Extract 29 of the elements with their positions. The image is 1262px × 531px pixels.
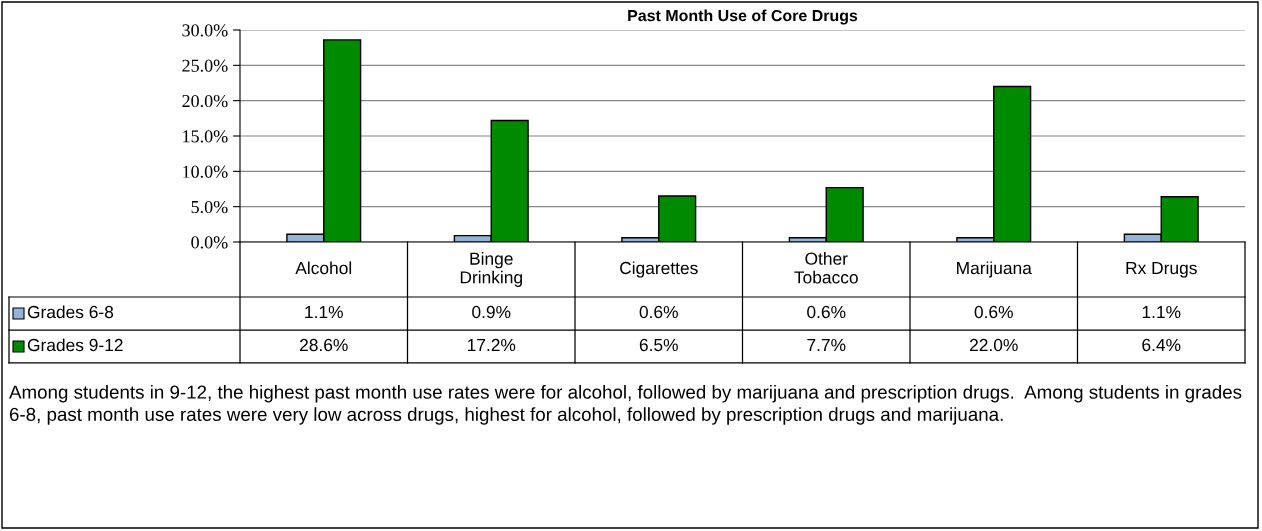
y-tick-label: 20.0% bbox=[182, 94, 228, 108]
data-label: 6.5% bbox=[639, 338, 678, 352]
data-label: 1.1% bbox=[1142, 305, 1181, 319]
x-tick-label: Rx Drugs bbox=[1126, 262, 1197, 278]
data-label: 0.6% bbox=[807, 305, 846, 319]
y-tick-label: 10.0% bbox=[183, 165, 228, 178]
y-tick-label: 25.0% bbox=[182, 59, 228, 72]
x-tick-label: Cigarettes bbox=[620, 261, 698, 278]
legend-label: Grades 9-12 bbox=[27, 338, 123, 352]
y-tick-label: 5.0% bbox=[191, 200, 228, 214]
data-label: 17.2% bbox=[467, 338, 516, 352]
x-tick-label: Other Tobacco bbox=[794, 252, 858, 284]
y-tick-label: 0.0% bbox=[191, 236, 228, 249]
data-label: 7.7% bbox=[807, 338, 846, 352]
data-label: 22.0% bbox=[970, 338, 1018, 352]
x-tick-label: Marijuana bbox=[957, 261, 1032, 278]
y-tick-label: 30.0% bbox=[182, 24, 228, 37]
data-label: 0.6% bbox=[639, 305, 678, 319]
data-label: 6.4% bbox=[1142, 338, 1181, 352]
y-tick-label: 15.0% bbox=[183, 130, 228, 143]
data-label: 28.6% bbox=[300, 338, 348, 352]
data-label: 0.9% bbox=[472, 305, 511, 319]
x-tick-label: Alcohol bbox=[295, 261, 352, 275]
text: Among students in 9-12, the highest past month use rates were for alcohol, followed by marijuana and prescription drugs. Among students in grades 6-8, past month use rates were very low across drugs, highest for alcohol, followed by prescription drugs and marijuana. bbox=[9, 385, 1242, 425]
data-label: 0.6% bbox=[974, 305, 1013, 319]
chart-title: Past Month Use of Core Drugs bbox=[628, 9, 858, 25]
x-tick-label: Binge Drinking bbox=[460, 252, 522, 287]
legend-label: Grades 6-8 bbox=[27, 305, 114, 319]
data-label: 1.1% bbox=[305, 305, 343, 319]
